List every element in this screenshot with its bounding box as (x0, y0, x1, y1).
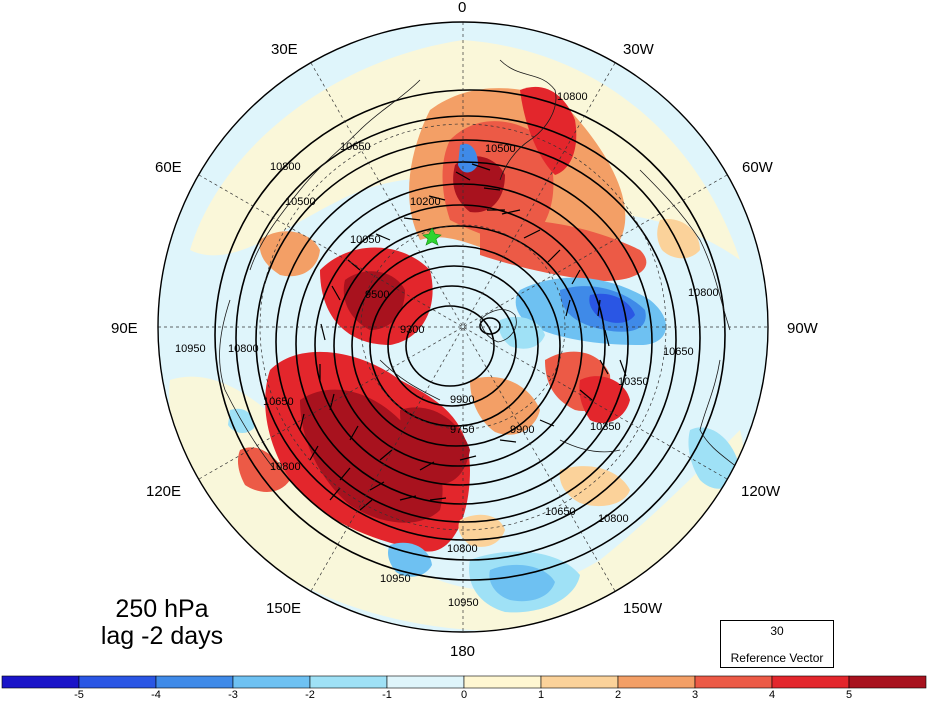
contour-label: 10950 (175, 343, 206, 355)
contour-label: 10950 (448, 597, 479, 609)
contour-labels: 10800 10650 10800 10500 10500 10200 1005… (175, 91, 719, 609)
colorbar-swatch (771, 675, 850, 689)
colorbar-tick-label: -3 (228, 689, 238, 701)
colorbar-swatch (848, 675, 927, 689)
reference-vector-caption: Reference Vector (730, 651, 824, 665)
colorbar-tick-label: 2 (614, 689, 622, 701)
graticule (158, 22, 768, 632)
colorbar (1, 675, 927, 689)
contour-label: 9300 (400, 324, 424, 336)
colorbar-swatch (694, 675, 773, 689)
map-border (157, 21, 769, 633)
lon-label-150e: 150E (266, 600, 302, 617)
contour-label: 10050 (350, 234, 381, 246)
lag-label: lag -2 days (100, 622, 224, 650)
contour-label: 9900 (510, 424, 534, 436)
reference-vector-magnitude: 30 (770, 624, 784, 638)
colorbar-tick-label: -4 (151, 689, 161, 701)
height-contours (214, 89, 726, 581)
contour-label: 10500 (485, 143, 516, 155)
colorbar-swatch (386, 675, 465, 689)
lon-label-30w: 30W (623, 41, 654, 58)
lon-label-150w: 150W (623, 600, 663, 617)
contour-label: 10500 (285, 196, 316, 208)
lon-label-60w: 60W (742, 159, 773, 176)
contour-label: 10800 (598, 513, 629, 525)
colorbar-tick-label: 1 (537, 689, 545, 701)
contour-label: 9900 (450, 394, 474, 406)
location-marker (422, 227, 442, 246)
lon-label-180: 180 (450, 643, 476, 660)
colorbar-swatch (232, 675, 311, 689)
contour-label: 10800 (447, 543, 478, 555)
contour-label: 9750 (450, 424, 474, 436)
colorbar-swatch (540, 675, 619, 689)
colorbar-tick-label: 0 (460, 689, 468, 701)
pressure-level-label: 250 hPa (115, 595, 209, 623)
colorbar-swatch (463, 675, 542, 689)
colorbar-tick-label: 4 (768, 689, 776, 701)
reference-vector-box: 30 Reference Vector (720, 620, 834, 668)
contour-label: 10350 (618, 376, 649, 388)
contour-label: 10200 (410, 196, 441, 208)
contour-label: 10800 (688, 287, 719, 299)
colorbar-tick-label: 5 (845, 689, 853, 701)
colorbar-tick-label: 3 (691, 689, 699, 701)
anomaly-shading (169, 40, 744, 632)
colorbar-swatch (617, 675, 696, 689)
lon-label-0: 0 (458, 0, 467, 16)
lon-label-120w: 120W (741, 483, 781, 500)
lon-label-90e: 90E (111, 320, 138, 337)
lon-label-60e: 60E (155, 159, 182, 176)
contour-label: 10650 (340, 141, 371, 153)
panel-title: 250 hPa lag -2 days (84, 596, 240, 650)
colorbar-swatch (309, 675, 388, 689)
contour-label: 10800 (270, 161, 301, 173)
contour-label: 10350 (590, 421, 621, 433)
colorbar-tick-label: -5 (74, 689, 84, 701)
coastlines (219, 59, 741, 471)
colorbar-swatch (78, 675, 157, 689)
contour-label: 10800 (557, 91, 588, 103)
colorbar-tick-label: -1 (382, 689, 392, 701)
lon-label-120e: 120E (146, 483, 182, 500)
colorbar-swatch (1, 675, 80, 689)
contour-label: 10950 (380, 573, 411, 585)
lon-label-30e: 30E (271, 41, 298, 58)
contour-label: 9500 (365, 289, 389, 301)
contour-label: 10650 (545, 506, 576, 518)
colorbar-swatch (155, 675, 234, 689)
contour-label: 10650 (263, 396, 294, 408)
lon-label-90w: 90W (787, 320, 818, 337)
contour-label: 10650 (663, 346, 694, 358)
colorbar-tick-label: -2 (305, 689, 315, 701)
contour-label: 10800 (270, 461, 301, 473)
contour-label: 10800 (228, 343, 259, 355)
